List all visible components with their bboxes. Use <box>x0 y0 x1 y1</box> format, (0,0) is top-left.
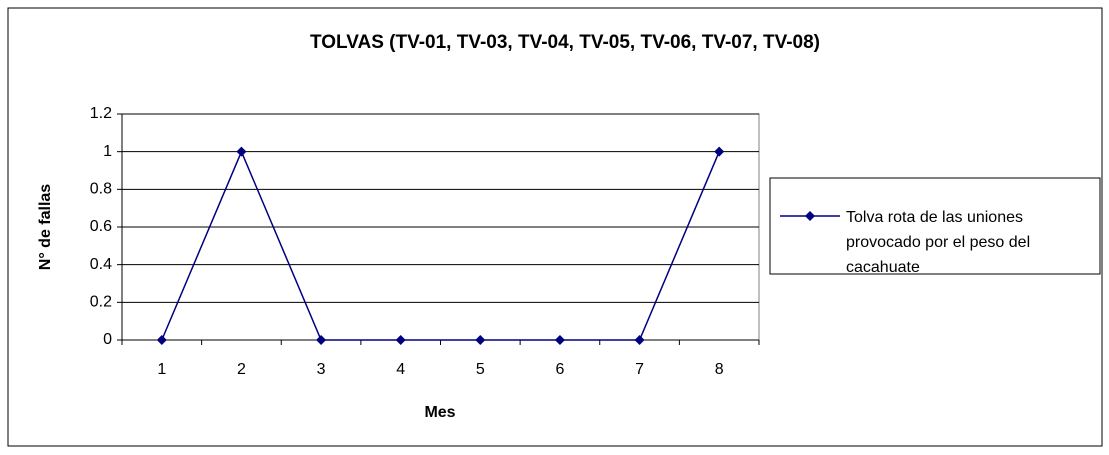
data-point <box>316 335 327 345</box>
x-tick-label: 8 <box>715 361 724 378</box>
x-tick-label: 2 <box>237 361 246 378</box>
data-point <box>236 146 247 157</box>
x-tick-label: 1 <box>157 361 166 378</box>
data-point <box>156 335 167 345</box>
y-tick-label: 1.2 <box>90 105 112 122</box>
data-point <box>554 335 565 345</box>
data-point <box>714 146 725 157</box>
y-tick-label: 0.6 <box>90 218 112 235</box>
x-tick-label: 6 <box>555 361 564 378</box>
legend-box <box>769 177 1101 275</box>
y-tick-label: 0 <box>103 331 112 348</box>
y-tick-label: 0.8 <box>90 181 112 198</box>
y-tick-label: 0.2 <box>90 294 112 311</box>
chart-title: TOLVAS (TV-01, TV-03, TV-04, TV-05, TV-0… <box>310 32 820 53</box>
y-tick-label: 0.4 <box>90 256 112 273</box>
legend-label: Tolva rota de las uniones provocado por … <box>846 209 1031 276</box>
data-point <box>634 335 645 345</box>
x-tick-label: 7 <box>635 361 644 378</box>
x-tick-label: 5 <box>476 361 485 378</box>
y-axis-label: N° de fallas <box>37 184 54 271</box>
x-tick-label: 3 <box>317 361 326 378</box>
x-axis-label: Mes <box>424 404 455 421</box>
data-point <box>395 335 406 345</box>
legend-marker <box>805 211 815 221</box>
x-tick-label: 4 <box>396 361 405 378</box>
series-line <box>161 149 720 341</box>
y-tick-label: 1 <box>103 143 112 160</box>
data-point <box>475 335 486 345</box>
